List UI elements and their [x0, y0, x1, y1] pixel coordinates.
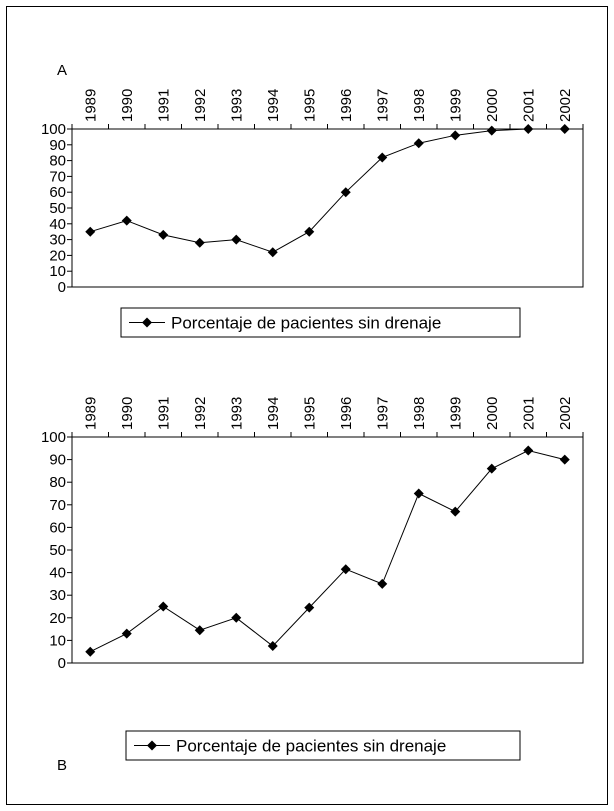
panel-label: A — [57, 62, 67, 79]
x-tick-label: 1998 — [411, 89, 428, 122]
series-line — [90, 128, 565, 253]
x-tick-label: 2001 — [520, 89, 537, 122]
legend-marker — [142, 317, 152, 328]
marker — [377, 152, 388, 163]
x-tick-label: 1999 — [447, 89, 464, 122]
marker — [85, 226, 96, 237]
x-tick-label: 2000 — [484, 89, 501, 122]
legend-marker — [147, 740, 157, 751]
marker — [85, 646, 96, 657]
y-tick-label: 10 — [49, 263, 66, 280]
legend-box — [125, 730, 521, 761]
marker — [486, 125, 497, 136]
marker — [304, 602, 315, 613]
x-tick-label: 1989 — [82, 397, 99, 430]
marker — [158, 601, 169, 612]
x-tick-label: 1994 — [265, 89, 282, 122]
series-line — [90, 450, 565, 653]
y-tick-label: 60 — [49, 519, 66, 536]
legend-label: Porcentaje de pacientes sin drenaje — [176, 737, 446, 756]
x-tick-label: 1997 — [374, 89, 391, 122]
x-tick-label: 2000 — [484, 397, 501, 430]
y-tick-label: 90 — [49, 452, 66, 469]
marker — [377, 578, 388, 589]
y-tick-label: 20 — [49, 247, 66, 264]
marker — [413, 138, 424, 149]
x-tick-label: 1989 — [82, 89, 99, 122]
x-tick-label: 2002 — [557, 89, 574, 122]
y-tick-label: 30 — [49, 232, 66, 249]
y-tick-label: 10 — [49, 632, 66, 649]
marker — [194, 237, 205, 248]
x-tick-label: 1992 — [192, 397, 209, 430]
x-tick-label: 1991 — [155, 397, 172, 430]
marker — [340, 564, 351, 575]
x-tick-label: 1990 — [119, 89, 136, 122]
y-tick-label: 100 — [41, 429, 66, 446]
x-tick-label: 1995 — [301, 89, 318, 122]
x-tick-label: 1996 — [338, 89, 355, 122]
panel-label: B — [57, 757, 67, 774]
x-tick-label: 2002 — [557, 397, 574, 430]
marker — [523, 124, 534, 134]
marker — [559, 124, 570, 134]
marker — [121, 215, 132, 226]
y-tick-label: 40 — [49, 216, 66, 233]
x-tick-label: 1992 — [192, 89, 209, 122]
x-tick-label: 1994 — [265, 397, 282, 430]
y-tick-label: 20 — [49, 610, 66, 627]
y-tick-label: 80 — [49, 474, 66, 491]
x-tick-label: 1990 — [119, 397, 136, 430]
marker — [304, 226, 315, 237]
y-tick-label: 40 — [49, 565, 66, 582]
marker — [267, 247, 278, 258]
marker — [450, 506, 461, 517]
marker — [231, 234, 242, 245]
plot-area — [71, 436, 584, 664]
x-tick-label: 1991 — [155, 89, 172, 122]
x-tick-label: 2001 — [520, 397, 537, 430]
y-tick-label: 80 — [49, 153, 66, 170]
y-tick-label: 30 — [49, 587, 66, 604]
x-tick-label: 1998 — [411, 397, 428, 430]
y-tick-label: 50 — [49, 200, 66, 217]
y-tick-label: 100 — [41, 121, 66, 138]
marker — [231, 612, 242, 623]
marker — [267, 641, 278, 652]
x-tick-label: 1999 — [447, 397, 464, 430]
y-tick-label: 0 — [58, 655, 66, 672]
marker — [450, 130, 461, 141]
x-tick-label: 1997 — [374, 397, 391, 430]
marker — [158, 229, 169, 240]
y-tick-label: 70 — [49, 497, 66, 514]
x-tick-label: 1995 — [301, 397, 318, 430]
y-tick-label: 0 — [58, 279, 66, 296]
marker — [194, 625, 205, 636]
legend-box — [120, 307, 521, 338]
plot-area — [71, 128, 584, 288]
x-tick-label: 1993 — [228, 397, 245, 430]
x-tick-label: 1993 — [228, 89, 245, 122]
frame — [6, 6, 608, 805]
marker — [413, 488, 424, 499]
y-tick-label: 60 — [49, 184, 66, 201]
y-tick-label: 70 — [49, 168, 66, 185]
y-tick-label: 90 — [49, 137, 66, 154]
marker — [486, 463, 497, 474]
legend-label: Porcentaje de pacientes sin drenaje — [171, 314, 441, 333]
marker — [340, 187, 351, 198]
marker — [121, 628, 132, 639]
marker — [559, 454, 570, 465]
marker — [523, 445, 534, 456]
y-tick-label: 50 — [49, 542, 66, 559]
x-tick-label: 1996 — [338, 397, 355, 430]
